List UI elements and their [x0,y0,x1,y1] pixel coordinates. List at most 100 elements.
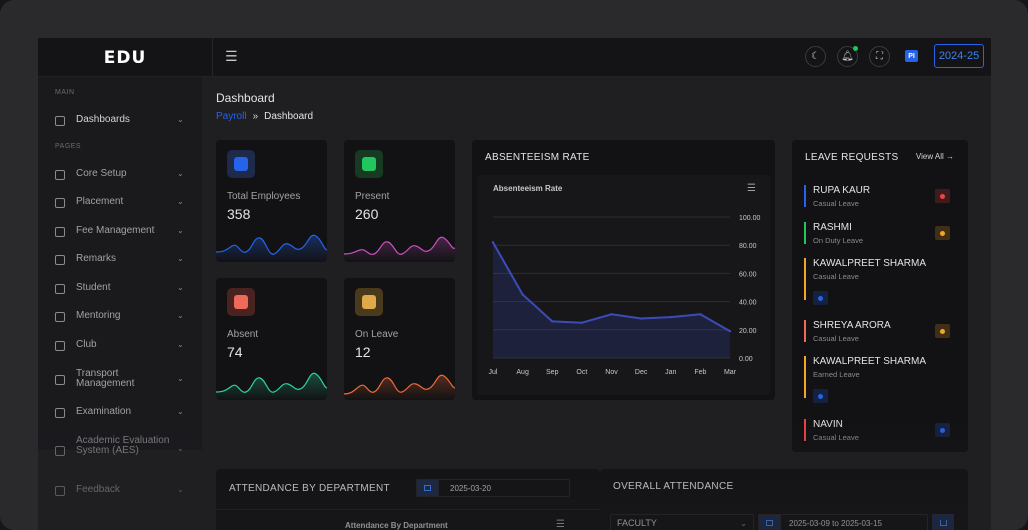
overall-attendance-card: OVERALL ATTENDANCE FACULTY ⌄ 2025-03-09 … [600,469,968,530]
academic-icon [55,446,65,456]
sidebar-item-club[interactable]: Club ⌄ [55,340,185,351]
sidebar-item-label: Club [76,339,97,350]
stat-card-on-leave[interactable]: On Leave 12 [344,278,455,400]
breadcrumb: Payroll » Dashboard [216,111,313,122]
notification-dot [853,46,858,51]
leave-item[interactable]: NAVIN Casual Leave [804,419,956,442]
leave-status-button[interactable] [935,423,950,437]
absenteeism-point-feb[interactable] [699,313,702,316]
sidebar: MAIN Dashboards ⌄ PAGES Core Setup ⌄ Pla… [38,77,202,450]
absenteeism-point-jan[interactable] [669,315,672,319]
absenteeism-point-jul[interactable] [491,241,495,244]
sidebar-item-dashboards[interactable]: Dashboards ⌄ [55,115,185,126]
card-title: OVERALL ATTENDANCE [613,481,734,492]
club-icon [55,341,65,351]
sidebar-section-pages: PAGES [55,143,82,150]
absenteeism-chart: 100.00 80.00 60.00 40.00 20.00 0.00 Jul Aug Sep O… [489,215,761,376]
leave-color-bar [804,356,806,398]
theme-toggle-button[interactable]: ☾ [805,46,826,67]
sidebar-item-feedback[interactable]: Feedback ⌄ [55,485,185,496]
x-tick-label: Mar [724,369,737,376]
divider [216,509,600,510]
card-title: LEAVE REQUESTS [805,152,899,163]
leave-status-button[interactable] [935,226,950,240]
date-range-picker[interactable]: 2025-03-09 to 2025-03-15 [758,514,928,530]
academic-year-button[interactable]: 2024-25 [934,44,984,68]
staff-type-select[interactable]: FACULTY ⌄ [610,514,754,530]
stat-label: Present [355,191,390,202]
leave-type: Casual Leave [813,199,859,208]
view-all-link[interactable]: View All → [915,152,954,161]
absenteeism-point-sep[interactable] [551,320,554,323]
leave-employee-name: SHREYA ARORA [813,320,891,331]
stat-card-absent[interactable]: Absent 74 [216,278,327,400]
sidebar-item-core-setup[interactable]: Core Setup ⌄ [55,169,185,180]
chart-menu-icon[interactable]: ☰ [556,519,565,530]
leave-item[interactable]: KAWALPREET SHARMA Casual Leave [804,258,956,305]
sidebar-item-label: Academic Evaluation System (AES) [76,435,170,456]
chevron-down-icon: ⌄ [740,518,747,528]
date-range-value: 2025-03-09 to 2025-03-15 [789,518,882,528]
sidebar-item-label: Core Setup [76,168,127,179]
leave-color-bar [804,320,806,342]
status-dot-icon [940,427,945,433]
y-tick-label: 100.00 [739,215,761,222]
app-screen: EDU ☰ ☾ 🔔︎ ⛶ PI 2024-25 MAIN Dashboards … [38,38,991,530]
chevron-down-icon: ⌄ [177,197,184,206]
absenteeism-point-mar[interactable] [728,330,732,333]
leave-item[interactable]: SHREYA ARORA Casual Leave [804,320,956,343]
leave-type: Earned Leave [813,370,860,379]
sidebar-item-examination[interactable]: Examination ⌄ [55,407,185,418]
download-button[interactable] [932,514,954,530]
absenteeism-point-dec[interactable] [639,317,643,320]
sidebar-item-label: Student [76,282,111,293]
absenteeism-point-aug[interactable] [521,293,524,296]
stat-card-present[interactable]: Present 260 [344,140,455,262]
stat-card-total-employees[interactable]: Total Employees 358 [216,140,327,262]
attendance-date-picker[interactable]: 2025-03-20 [416,479,570,497]
breadcrumb-link-payroll[interactable]: Payroll [216,111,247,122]
sidebar-item-transport-management[interactable]: Transport Management ⌄ [55,369,185,389]
users-icon [227,150,255,178]
leave-status-button[interactable] [935,324,950,338]
leave-type: Casual Leave [813,433,859,442]
leave-item[interactable]: RUPA KAUR Casual Leave [804,185,956,208]
status-dot-icon [818,393,823,399]
leave-item[interactable]: KAWALPREET SHARMA Earned Leave [804,356,956,403]
leave-status-button[interactable] [813,389,828,403]
leave-status-button[interactable] [935,189,950,203]
notifications-button[interactable]: 🔔︎ [837,46,858,67]
leave-color-bar [804,419,806,441]
leave-item[interactable]: RASHMI On Duty Leave [804,222,956,245]
leave-status-button[interactable] [813,291,828,305]
card-title: ABSENTEEISM RATE [485,152,590,163]
chevron-down-icon: ⌄ [177,311,184,320]
chart-title: Absenteeism Rate [493,184,563,193]
sidebar-item-remarks[interactable]: Remarks ⌄ [55,254,185,265]
chart-menu-icon[interactable]: ☰ [747,183,756,194]
briefcase-icon [55,198,65,208]
chevron-down-icon: ⌄ [177,485,184,494]
y-tick-label: 40.00 [739,300,757,307]
sidebar-item-academic-evaluation[interactable]: Academic Evaluation System (AES) ⌄ [55,436,185,456]
y-tick-label: 80.00 [739,243,757,250]
stat-label: Absent [227,329,259,340]
chevron-down-icon: ⌄ [177,254,184,263]
logo-container[interactable]: EDU [38,38,213,77]
home-icon [55,116,65,126]
sidebar-item-mentoring[interactable]: Mentoring ⌄ [55,311,185,322]
sidebar-item-fee-management[interactable]: Fee Management ⌄ [55,226,185,237]
menu-toggle-icon[interactable]: ☰ [225,48,238,64]
absenteeism-area [493,242,730,358]
fullscreen-button[interactable]: ⛶ [869,46,890,67]
sidebar-item-label: Remarks [76,253,117,264]
sidebar-item-placement[interactable]: Placement ⌄ [55,197,185,208]
chevron-down-icon: ⌄ [177,226,184,235]
app-logo[interactable]: EDU [103,47,147,68]
sidebar-item-student[interactable]: Student ⌄ [55,283,185,294]
absenteeism-point-nov[interactable] [610,313,613,316]
leave-employee-name: RUPA KAUR [813,185,871,196]
absenteeism-point-oct[interactable] [580,321,584,324]
user-avatar[interactable]: PI [905,50,918,62]
